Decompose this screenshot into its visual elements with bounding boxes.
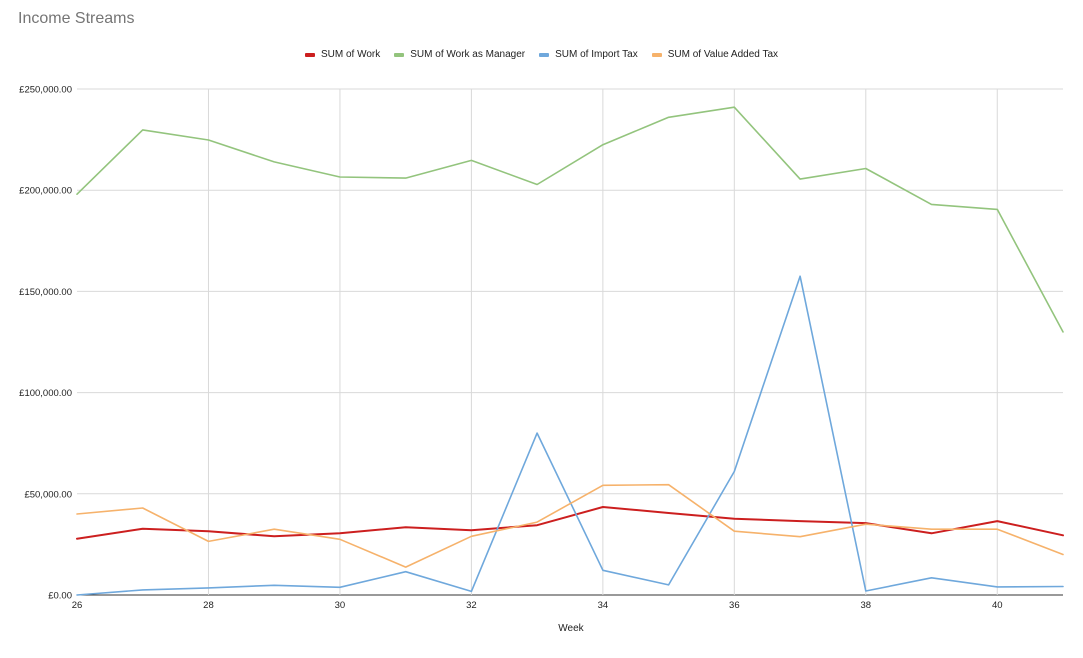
legend-item[interactable]: SUM of Value Added Tax [651, 49, 779, 60]
series-line-3 [76, 275, 1064, 596]
x-tick-label: 38 [861, 600, 872, 611]
chart-title: Income Streams [18, 10, 135, 27]
series-group [76, 106, 1064, 596]
legend-swatch [539, 52, 550, 57]
legend-label: SUM of Work as Manager [410, 49, 526, 60]
legend-item[interactable]: SUM of Work as Manager [394, 49, 525, 60]
legend-swatch [651, 52, 662, 57]
x-tick-label: 30 [335, 600, 346, 611]
series-line-4 [76, 483, 1064, 568]
x-axis: 26 28 30 32 34 36 38 40 [72, 600, 1003, 611]
x-tick-label: 36 [729, 600, 740, 611]
legend-swatch [304, 52, 315, 57]
x-tick-label: 34 [598, 600, 609, 611]
x-tick-label: 32 [466, 600, 477, 611]
y-tick-label: £0.00 [48, 591, 72, 602]
x-tick-label: 26 [72, 600, 83, 611]
y-tick-label: £100,000.00 [19, 388, 72, 399]
y-tick-label: £150,000.00 [19, 287, 72, 298]
legend-swatch [394, 52, 405, 57]
y-tick-label: £50,000.00 [24, 489, 72, 500]
legend-label: SUM of Work [320, 49, 381, 60]
series-line-1 [76, 506, 1064, 540]
y-axis: £0.00 £50,000.00 £100,000.00 £150,000.00 £20… [19, 85, 72, 602]
legend: SUM of Work SUM of Work as Manager SUM of … [0, 49, 1083, 60]
legend-label: SUM of Import Tax [555, 49, 638, 60]
legend-item[interactable]: SUM of Work [304, 49, 381, 60]
legend-label: SUM of Value Added Tax [667, 49, 779, 60]
x-axis-label: Week [558, 623, 584, 634]
grid [77, 88, 1063, 596]
series-line-2 [76, 106, 1064, 333]
y-tick-label: £200,000.00 [19, 186, 72, 197]
x-tick-label: 28 [203, 600, 214, 611]
y-tick-label: £250,000.00 [19, 85, 72, 96]
legend-item[interactable]: SUM of Import Tax [539, 49, 638, 60]
x-tick-label: 40 [992, 600, 1003, 611]
